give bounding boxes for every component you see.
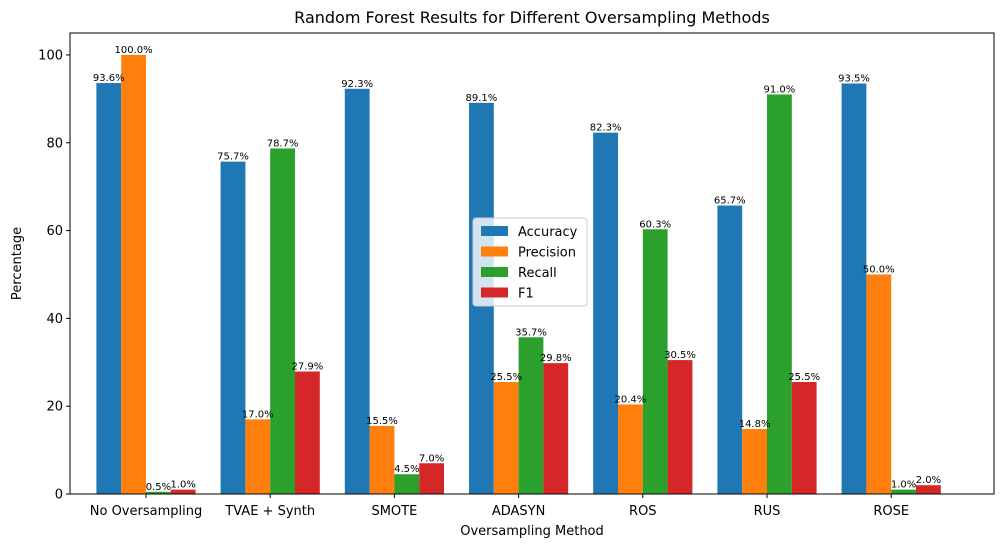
data-label: 50.0% bbox=[863, 264, 895, 275]
bar-accuracy bbox=[220, 161, 246, 495]
x-tick-label: ROS bbox=[629, 504, 657, 519]
y-tick-label: 60 bbox=[46, 224, 63, 239]
data-label: 35.7% bbox=[515, 327, 547, 338]
bar-accuracy bbox=[593, 132, 618, 494]
bar-precision bbox=[493, 382, 519, 494]
data-label: 0.5% bbox=[146, 482, 171, 493]
data-label: 20.4% bbox=[615, 394, 647, 405]
data-label: 82.3% bbox=[590, 123, 622, 134]
data-label: 91.0% bbox=[764, 84, 796, 95]
data-labels-group: 93.6%100.0%0.5% 1.0%75.7%17.0%78.7%27.9%9… bbox=[93, 45, 941, 493]
data-label: 17.0% bbox=[242, 409, 274, 420]
legend-label-recall: Recall bbox=[518, 266, 557, 281]
y-tick-label: 20 bbox=[46, 400, 63, 415]
legend-label-accuracy: Accuracy bbox=[518, 225, 578, 240]
legend-label-precision: Precision bbox=[518, 246, 576, 261]
x-tick-label: TVAE + Synth bbox=[224, 504, 315, 519]
data-label: 7.0% bbox=[419, 453, 444, 464]
bar-recall bbox=[767, 94, 792, 494]
x-tick-label: ADASYN bbox=[492, 504, 546, 519]
data-label: 78.7% bbox=[267, 138, 299, 149]
bars-group bbox=[96, 54, 941, 495]
bar-accuracy bbox=[344, 88, 370, 495]
bar-accuracy bbox=[841, 83, 867, 494]
data-label: 29.8% bbox=[540, 353, 572, 364]
bar-precision bbox=[369, 425, 395, 494]
data-label: 92.3% bbox=[341, 79, 373, 90]
y-tick-label: 80 bbox=[46, 136, 63, 151]
bar-f1 bbox=[667, 360, 693, 494]
bar-recall bbox=[518, 337, 544, 494]
y-tick-label: 100 bbox=[38, 48, 63, 63]
bar-precision bbox=[742, 429, 767, 494]
legend-swatch-f1 bbox=[481, 287, 508, 298]
x-tick-label: SMOTE bbox=[371, 504, 417, 519]
data-label: 93.6% bbox=[93, 73, 125, 84]
plot-frame bbox=[69, 32, 995, 495]
bar-precision bbox=[618, 404, 643, 494]
legend-box bbox=[472, 217, 588, 307]
bar-recall bbox=[270, 148, 295, 494]
bar-f1 bbox=[295, 371, 320, 494]
data-label: 25.5% bbox=[490, 372, 522, 383]
bar-precision bbox=[866, 274, 892, 494]
legend-swatch-accuracy bbox=[481, 226, 508, 236]
data-label: 15.5% bbox=[366, 416, 398, 427]
y-axis-label: Percentage bbox=[10, 227, 25, 300]
bar-recall bbox=[891, 489, 916, 494]
data-label: 89.1% bbox=[466, 93, 498, 104]
bar-recall bbox=[394, 474, 420, 494]
x-axis-label: Oversampling Method bbox=[460, 524, 604, 539]
bar-precision bbox=[245, 419, 271, 494]
data-label: 14.8% bbox=[739, 419, 771, 430]
legend-swatch-precision bbox=[481, 246, 508, 257]
data-label: 75.7% bbox=[217, 152, 249, 163]
data-label: 65.7% bbox=[714, 196, 746, 207]
x-tick-label: ROSE bbox=[873, 504, 909, 519]
bar-recall bbox=[642, 229, 668, 495]
bar-f1 bbox=[916, 485, 941, 494]
bar-precision bbox=[121, 54, 146, 494]
data-label: 100.0% bbox=[115, 45, 153, 56]
bar-accuracy bbox=[717, 205, 743, 494]
x-tick-label: RUS bbox=[754, 504, 781, 519]
data-label: 27.9% bbox=[292, 362, 324, 373]
data-label: 2.0% bbox=[916, 475, 941, 486]
data-label: 25.5% bbox=[788, 372, 820, 383]
data-label: 30.5% bbox=[664, 350, 696, 361]
bar-f1 bbox=[543, 363, 569, 494]
data-label: 60.3% bbox=[639, 219, 671, 230]
data-label: 1.0% bbox=[891, 480, 916, 491]
bar-f1 bbox=[791, 382, 817, 494]
data-label: 93.5% bbox=[838, 73, 870, 84]
x-axis: No Oversampling TVAE + Synth SMOTE ADASYN RO… bbox=[90, 494, 909, 519]
legend-swatch-recall bbox=[481, 267, 508, 277]
bar-f1 bbox=[170, 489, 196, 494]
legend: Accuracy Precision Recall F1 bbox=[472, 217, 588, 307]
bar-f1 bbox=[419, 463, 444, 494]
data-label: 4.5% bbox=[394, 464, 419, 475]
data-label: 1.0% bbox=[170, 480, 195, 491]
bar-accuracy bbox=[96, 83, 122, 495]
y-tick-label: 0 bbox=[55, 488, 63, 503]
chart-title: Random Forest Results for Different Over… bbox=[294, 8, 770, 27]
y-axis: 0 20 40 60 80 100 bbox=[38, 48, 70, 503]
y-tick-label: 40 bbox=[46, 312, 63, 327]
x-tick-label: No Oversampling bbox=[90, 504, 202, 519]
bar-recall bbox=[146, 491, 171, 494]
legend-label-f1: F1 bbox=[518, 287, 534, 302]
